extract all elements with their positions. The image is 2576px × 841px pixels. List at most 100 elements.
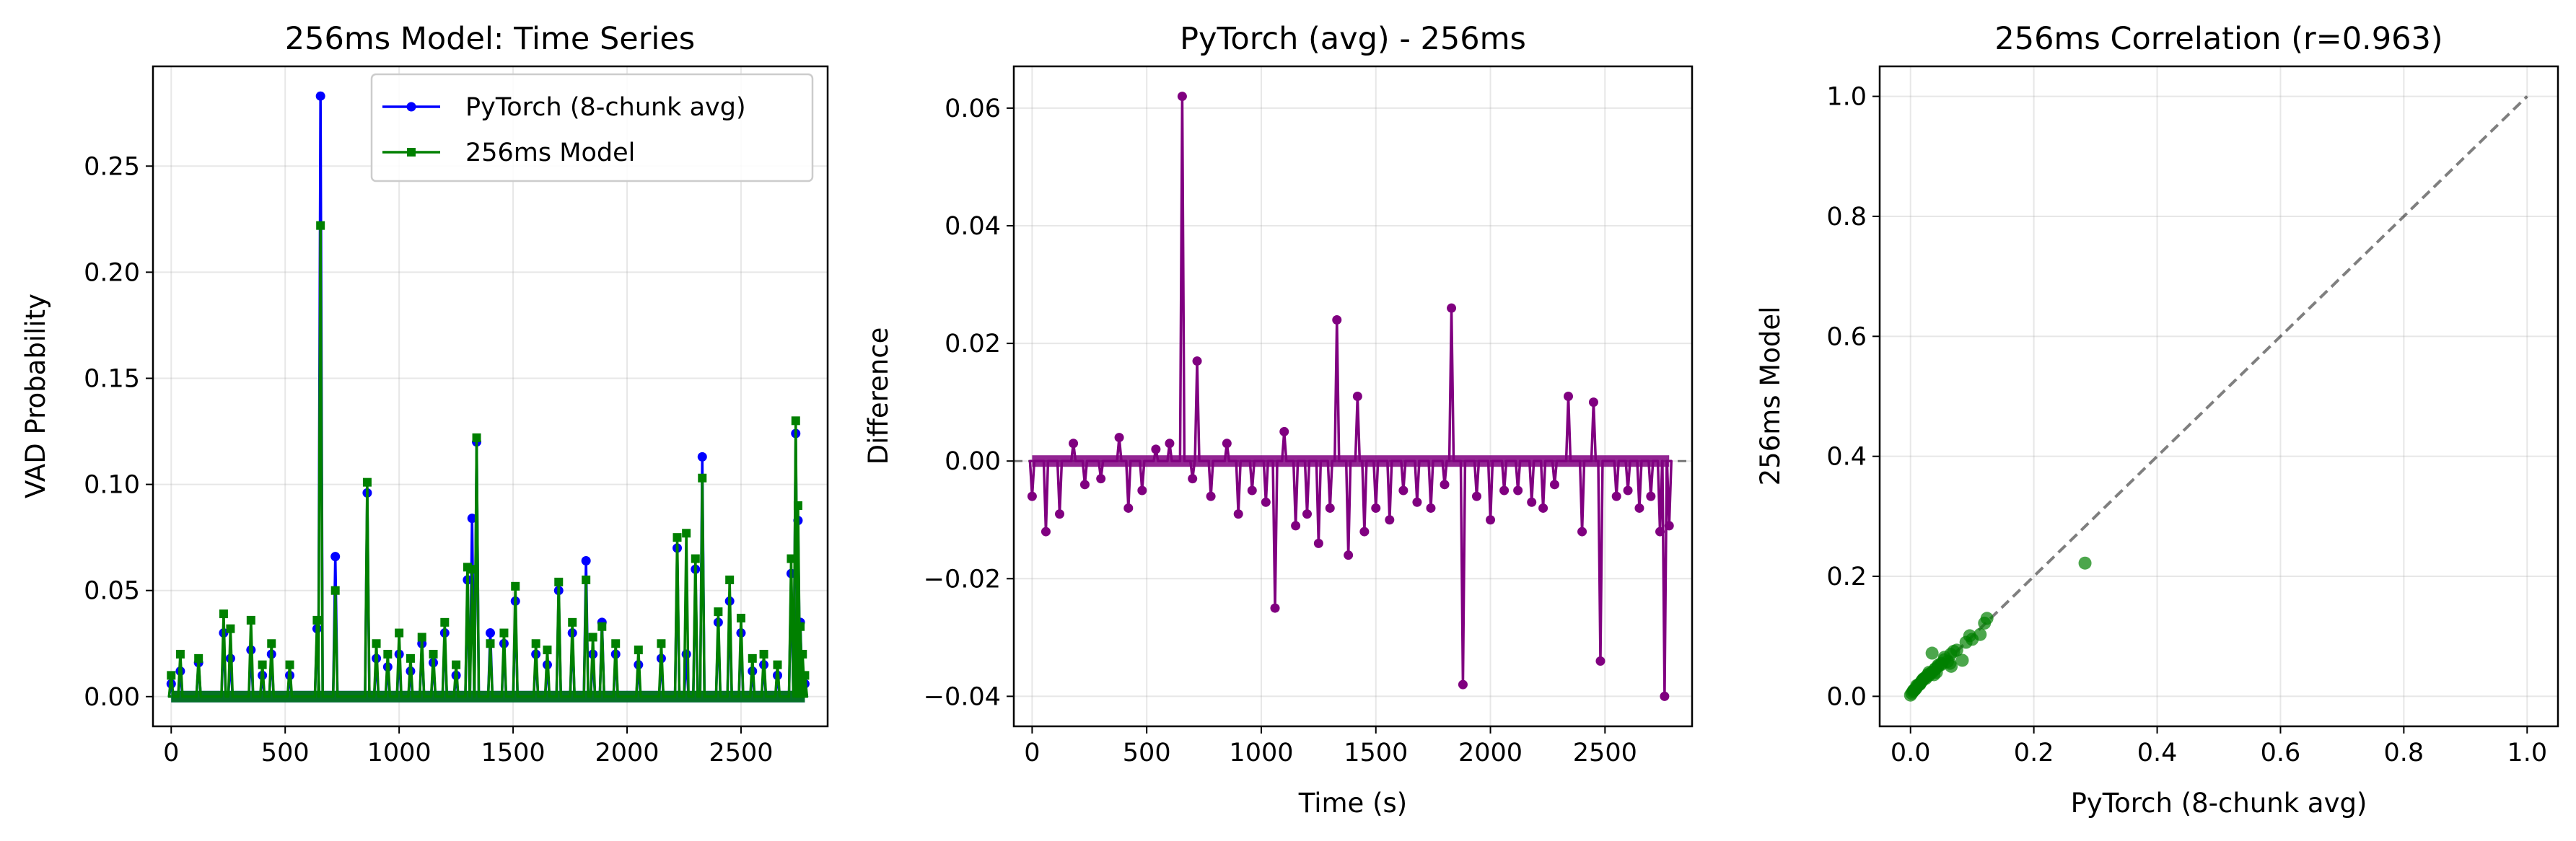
- y-tick-label: −0.02: [924, 565, 1001, 594]
- data-point: [267, 639, 276, 648]
- y-tick-label: 0.20: [84, 258, 140, 287]
- data-point: [1302, 509, 1312, 519]
- data-point: [1634, 503, 1644, 513]
- data-point: [1440, 480, 1450, 490]
- data-point: [748, 653, 757, 663]
- y-tick-label: 0.8: [1826, 203, 1867, 232]
- difference-series: [1027, 92, 1674, 701]
- data-point: [1055, 509, 1065, 519]
- data-point: [1588, 397, 1598, 408]
- data-point: [1352, 392, 1362, 401]
- data-point: [1527, 497, 1537, 507]
- data-point: [315, 91, 325, 101]
- x-tick-label: 500: [1123, 739, 1171, 767]
- data-point: [1206, 491, 1216, 501]
- time-series-legend: PyTorch (8-chunk avg) 256ms Model: [370, 73, 814, 182]
- data-point: [511, 581, 520, 591]
- x-tick-label: 0.6: [2261, 739, 2301, 767]
- data-point: [787, 554, 796, 563]
- correlation-x-label: PyTorch (8-chunk avg): [2071, 788, 2367, 819]
- time-series-panel: 0 500 1000 1500 2000 2500 0.00 0.05 0.10 0.15 0.2…: [20, 21, 829, 767]
- x-tick-label: 2500: [1573, 739, 1637, 767]
- data-point: [1646, 491, 1656, 501]
- data-point: [1359, 527, 1370, 537]
- legend-256ms-label: 256ms Model: [465, 138, 635, 167]
- data-point: [1332, 314, 1342, 325]
- data-point: [1041, 527, 1051, 537]
- data-point: [1564, 392, 1574, 401]
- y-tick-label: 0.6: [1826, 322, 1867, 351]
- data-point: [1513, 485, 1523, 496]
- data-point: [1192, 356, 1202, 366]
- data-point: [395, 628, 404, 638]
- data-point: [468, 565, 477, 574]
- time-series-y-label: VAD Probability: [20, 294, 51, 498]
- y-tick-label: 0.05: [84, 577, 140, 606]
- data-point: [486, 639, 495, 648]
- data-point: [175, 649, 185, 659]
- correlation-reference-lines: [1909, 95, 2528, 697]
- x-tick-label: 1500: [1344, 739, 1408, 767]
- time-series-x-ticks: 0 500 1000 1500 2000 2500: [163, 726, 774, 767]
- data-point: [1027, 491, 1037, 501]
- data-point: [330, 552, 341, 562]
- data-point: [1447, 303, 1457, 313]
- data-point: [1233, 509, 1243, 519]
- y-tick-label: 0.00: [945, 447, 1001, 476]
- x-tick-label: 0.0: [1891, 739, 1931, 767]
- data-point: [1177, 92, 1187, 102]
- legend-frame: [370, 73, 814, 182]
- x-tick-label: 1000: [367, 739, 431, 767]
- difference-y-ticks: −0.04 −0.02 0.00 0.02 0.04 0.06: [924, 94, 1014, 711]
- data-point: [1151, 444, 1161, 454]
- data-point: [1279, 426, 1289, 436]
- data-point: [1344, 550, 1354, 560]
- data-point: [1313, 538, 1323, 548]
- scatter-point: [1955, 653, 1969, 667]
- scatter-point: [1925, 646, 1939, 660]
- x-tick-label: 0: [1024, 739, 1040, 767]
- y-tick-label: 0.2: [1826, 563, 1867, 591]
- data-point: [697, 452, 707, 462]
- data-point: [1291, 521, 1301, 531]
- data-point: [1137, 485, 1147, 496]
- data-point: [597, 622, 607, 631]
- data-point: [467, 514, 477, 524]
- y-tick-label: 0.0: [1826, 682, 1867, 711]
- data-point: [1549, 480, 1559, 490]
- data-point: [1664, 521, 1674, 531]
- data-point: [1486, 515, 1496, 525]
- difference-title: PyTorch (avg) - 256ms: [1180, 21, 1526, 57]
- data-point: [1595, 656, 1605, 666]
- x-tick-label: 0.4: [2137, 739, 2178, 767]
- data-point: [499, 628, 509, 638]
- y-tick-label: 0.00: [84, 683, 140, 712]
- y-tick-label: 0.15: [84, 364, 140, 393]
- data-point: [429, 649, 438, 659]
- data-point: [725, 575, 735, 584]
- data-point: [657, 639, 666, 648]
- difference-x-label: Time (s): [1298, 788, 1407, 819]
- scatter-point: [1935, 658, 1948, 672]
- data-point: [452, 660, 461, 669]
- legend-pytorch-label: PyTorch (8-chunk avg): [465, 93, 746, 122]
- x-tick-label: 2000: [595, 739, 659, 767]
- data-point: [759, 649, 768, 659]
- data-point: [1412, 497, 1422, 507]
- data-point: [219, 609, 228, 619]
- series-baseline-band: [171, 690, 805, 703]
- data-point: [698, 473, 707, 483]
- identity-reference-line: [1909, 95, 2528, 697]
- data-point: [554, 577, 564, 586]
- data-point: [285, 660, 294, 669]
- y-tick-label: 0.04: [945, 212, 1001, 241]
- time-series-title: 256ms Model: Time Series: [285, 21, 695, 57]
- data-point: [1069, 439, 1079, 449]
- correlation-y-label: 256ms Model: [1755, 307, 1786, 486]
- scatter-point: [2078, 556, 2092, 570]
- data-point: [691, 554, 700, 563]
- data-point: [226, 624, 235, 633]
- data-point: [1538, 503, 1548, 513]
- data-point: [1222, 439, 1232, 449]
- difference-x-ticks: 0 500 1000 1500 2000 2500: [1024, 726, 1637, 767]
